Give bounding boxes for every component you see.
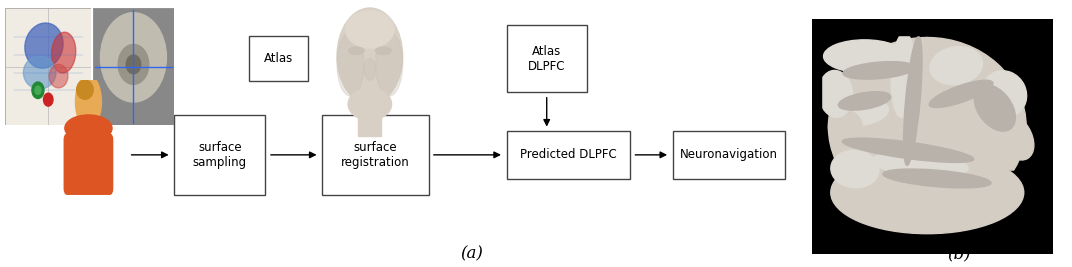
FancyBboxPatch shape (64, 134, 113, 194)
Bar (83, 121, 94, 133)
Ellipse shape (49, 64, 68, 88)
Text: Atlas
DLPFC: Atlas DLPFC (528, 45, 565, 73)
Ellipse shape (118, 44, 149, 84)
Circle shape (75, 75, 102, 128)
FancyBboxPatch shape (507, 131, 630, 179)
FancyBboxPatch shape (507, 25, 587, 92)
Ellipse shape (872, 152, 968, 177)
Ellipse shape (904, 37, 922, 165)
Ellipse shape (364, 59, 375, 80)
Text: surface
registration: surface registration (341, 141, 410, 169)
Ellipse shape (25, 23, 63, 68)
Ellipse shape (915, 37, 939, 113)
FancyBboxPatch shape (322, 115, 429, 195)
Ellipse shape (881, 176, 973, 200)
Ellipse shape (375, 32, 403, 96)
Text: Neuronavigation: Neuronavigation (680, 148, 778, 161)
Ellipse shape (831, 99, 889, 126)
Ellipse shape (348, 47, 364, 54)
Text: surface
sampling: surface sampling (193, 141, 247, 169)
Bar (812, 19, 821, 254)
Ellipse shape (819, 70, 852, 117)
Circle shape (44, 93, 53, 106)
Ellipse shape (838, 92, 891, 110)
Ellipse shape (24, 56, 56, 89)
FancyBboxPatch shape (249, 36, 309, 81)
Ellipse shape (337, 32, 364, 96)
Ellipse shape (337, 8, 403, 104)
Ellipse shape (375, 47, 391, 54)
FancyBboxPatch shape (174, 115, 266, 195)
Text: (b): (b) (948, 245, 971, 262)
Ellipse shape (126, 55, 140, 74)
Bar (812, 19, 1053, 35)
Ellipse shape (823, 40, 906, 73)
Ellipse shape (77, 80, 93, 99)
Ellipse shape (982, 71, 1027, 117)
Ellipse shape (995, 112, 1033, 160)
Ellipse shape (929, 80, 993, 108)
Text: Atlas: Atlas (264, 52, 294, 65)
Ellipse shape (829, 37, 1026, 216)
Ellipse shape (64, 128, 111, 191)
Ellipse shape (929, 47, 983, 85)
Ellipse shape (348, 88, 391, 120)
Ellipse shape (101, 13, 166, 102)
Circle shape (35, 86, 41, 94)
Ellipse shape (836, 70, 903, 99)
Ellipse shape (345, 11, 394, 48)
Circle shape (32, 82, 44, 99)
Bar (829, 171, 1036, 242)
Ellipse shape (843, 62, 915, 79)
Ellipse shape (891, 33, 915, 117)
Ellipse shape (64, 115, 111, 142)
Bar (358, 112, 382, 136)
Ellipse shape (883, 169, 991, 188)
Ellipse shape (831, 151, 1024, 234)
Ellipse shape (974, 85, 1015, 131)
Bar (1043, 19, 1053, 254)
FancyBboxPatch shape (673, 131, 785, 179)
Ellipse shape (51, 32, 76, 73)
Ellipse shape (950, 84, 992, 118)
Ellipse shape (843, 138, 973, 162)
Ellipse shape (831, 150, 879, 188)
Ellipse shape (829, 110, 862, 143)
Text: (a): (a) (460, 245, 483, 262)
Text: Predicted DLPFC: Predicted DLPFC (520, 148, 616, 161)
